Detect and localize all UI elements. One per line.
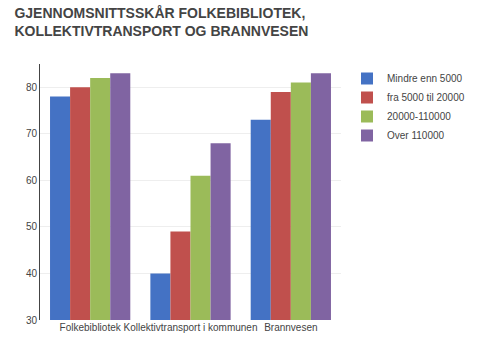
svg-text:Brannvesen: Brannvesen [264,322,317,333]
svg-text:GJENNOMSNITTSSKÅR FOLKEBIBLIOT: GJENNOMSNITTSSKÅR FOLKEBIBLIOTEK,KOLLEKT… [14,5,308,39]
svg-text:Over 110000: Over 110000 [387,130,445,141]
svg-text:40: 40 [26,268,38,279]
svg-text:50: 50 [26,221,38,232]
svg-text:30: 30 [26,315,38,326]
svg-text:fra 5000 til 20000: fra 5000 til 20000 [387,92,465,103]
svg-text:70: 70 [26,128,38,139]
svg-text:Mindre enn 5000: Mindre enn 5000 [387,73,462,84]
svg-text:Folkebibliotek: Folkebibliotek [60,322,122,333]
svg-text:80: 80 [26,82,38,93]
svg-text:60: 60 [26,175,38,186]
svg-text:20000-110000: 20000-110000 [387,111,451,122]
svg-text:Kollektivtransport i kommunen: Kollektivtransport i kommunen [124,322,258,333]
